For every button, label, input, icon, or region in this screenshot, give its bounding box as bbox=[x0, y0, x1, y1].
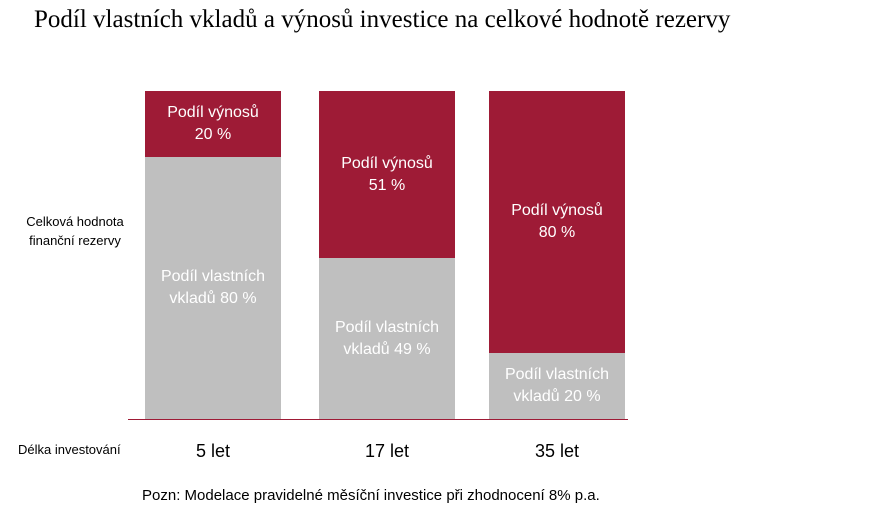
chart-title: Podíl vlastních vkladů a výnosů investic… bbox=[34, 6, 731, 33]
series-name: Podíl výnosů bbox=[341, 154, 433, 172]
x-tick-label: 35 let bbox=[534, 441, 580, 461]
series-name: Podíl vlastních vkladů bbox=[160, 267, 266, 307]
bar-segment bbox=[489, 91, 625, 354]
bar-segment bbox=[319, 91, 455, 259]
data-label: Podíl výnosů 20 % bbox=[148, 102, 278, 146]
series-name: Podíl výnosů bbox=[167, 103, 259, 121]
bar-segment bbox=[145, 156, 281, 419]
value-label: 49 % bbox=[394, 340, 431, 358]
note: Pozn: Modelace pravidelné měsíční invest… bbox=[142, 487, 600, 504]
data-label: Podíl vlastních vkladů 80 % bbox=[148, 266, 278, 310]
data-label: Podíl vlastních vkladů 49 % bbox=[322, 317, 452, 361]
bar-segment bbox=[145, 91, 281, 157]
y-axis-label: Celková hodnota finanční rezervy bbox=[26, 214, 124, 248]
data-label: Podíl výnosů 51 % bbox=[322, 153, 452, 197]
value-label: 20 % bbox=[564, 388, 601, 406]
series-name: Podíl výnosů bbox=[511, 202, 603, 220]
x-axis-line bbox=[128, 419, 628, 420]
value-label: 20 % bbox=[194, 125, 232, 143]
bar-segment bbox=[319, 258, 455, 419]
x-axis-label: Délka investování bbox=[18, 442, 121, 457]
series-name: Podíl vlastních vkladů bbox=[504, 366, 610, 406]
data-label: Podíl výnosů 80 % bbox=[492, 200, 622, 244]
value-label: 80 % bbox=[538, 224, 576, 242]
x-tick-label: 17 let bbox=[364, 441, 410, 461]
value-label: 51 % bbox=[368, 176, 406, 194]
value-label: 80 % bbox=[220, 289, 257, 307]
data-label: Podíl vlastních vkladů 20 % bbox=[492, 364, 622, 408]
series-name: Podíl vlastních vkladů bbox=[334, 318, 440, 358]
x-tick-label: 5 let bbox=[195, 441, 231, 461]
bar-segment bbox=[489, 353, 625, 419]
